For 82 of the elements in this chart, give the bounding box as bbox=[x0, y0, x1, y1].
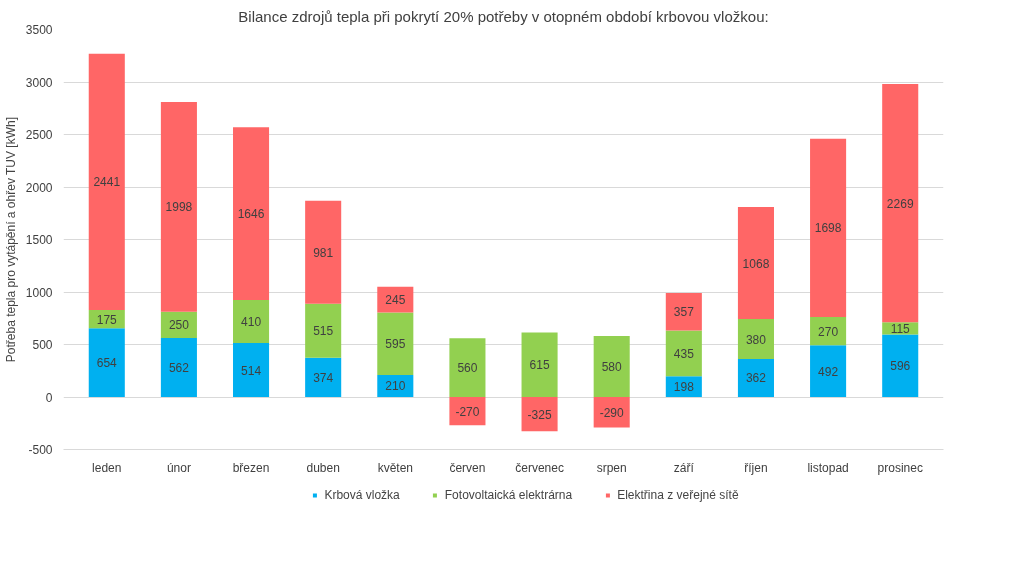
y-tick-label: 500 bbox=[32, 338, 53, 352]
data-label: 115 bbox=[890, 321, 911, 336]
data-label: 270 bbox=[818, 324, 839, 339]
y-axis-title: Potřeba tepla pro vytápění a ohřev TUV [kWh] bbox=[3, 116, 18, 363]
y-tick-label: -500 bbox=[28, 443, 53, 457]
bar bbox=[233, 343, 270, 397]
data-label: 654 bbox=[96, 356, 118, 371]
data-label: 210 bbox=[385, 379, 406, 394]
data-label: 245 bbox=[385, 293, 406, 308]
data-label: -270 bbox=[455, 404, 480, 419]
x-tick-label: srpen bbox=[596, 460, 627, 475]
data-label: 562 bbox=[168, 360, 190, 375]
bar bbox=[810, 345, 847, 397]
data-label: 615 bbox=[529, 358, 550, 373]
data-label: 357 bbox=[673, 305, 695, 320]
bar bbox=[882, 334, 919, 397]
legend-label: Krbová vložka bbox=[324, 488, 400, 502]
bar bbox=[233, 299, 270, 344]
y-tick-label: 3500 bbox=[25, 23, 53, 37]
x-tick-label: červen bbox=[449, 460, 486, 475]
x-tick-label: prosinec bbox=[877, 460, 923, 475]
legend-label: Elektřina z veřejné sítě bbox=[617, 488, 739, 502]
bar bbox=[737, 319, 774, 359]
x-tick-label: květen bbox=[377, 460, 413, 475]
data-label: 596 bbox=[890, 359, 911, 374]
bar bbox=[521, 332, 558, 397]
bar bbox=[305, 200, 342, 304]
bar bbox=[305, 357, 342, 397]
legend-label: Fotovoltaická elektrárna bbox=[444, 488, 573, 502]
bar bbox=[88, 328, 125, 397]
bar bbox=[160, 337, 197, 397]
x-tick-label: leden bbox=[92, 460, 122, 475]
data-label: 1646 bbox=[237, 207, 265, 222]
bar bbox=[737, 206, 774, 320]
x-tick-label: březen bbox=[232, 460, 270, 475]
y-tick-label: 3000 bbox=[25, 75, 53, 90]
x-tick-label: červenec bbox=[515, 460, 564, 475]
x-tick-label: říjen bbox=[744, 460, 768, 475]
data-label: 560 bbox=[457, 361, 478, 376]
data-label: 595 bbox=[385, 337, 406, 352]
x-tick-label: duben bbox=[306, 460, 340, 475]
data-label: 1998 bbox=[165, 200, 193, 215]
y-tick-label: 1000 bbox=[25, 285, 53, 300]
bar bbox=[665, 330, 702, 377]
bar bbox=[665, 293, 702, 331]
data-label: 515 bbox=[313, 324, 334, 339]
data-label: 2269 bbox=[886, 196, 914, 211]
data-label: 175 bbox=[96, 312, 118, 327]
y-tick-label: 0 bbox=[45, 390, 53, 405]
data-label: -290 bbox=[599, 405, 625, 420]
data-label: 374 bbox=[313, 370, 334, 385]
y-tick-label: 1500 bbox=[25, 233, 53, 247]
data-label: 410 bbox=[241, 315, 262, 330]
bar bbox=[377, 312, 414, 375]
bar bbox=[810, 138, 847, 317]
data-label: 580 bbox=[601, 360, 623, 375]
data-label: 198 bbox=[673, 380, 695, 395]
data-label: 435 bbox=[673, 346, 695, 361]
y-tick-label: 2000 bbox=[25, 180, 53, 195]
y-tick-label: 2500 bbox=[25, 128, 53, 142]
x-tick-label: únor bbox=[166, 460, 191, 475]
data-label: 514 bbox=[241, 363, 262, 378]
bar bbox=[449, 338, 486, 397]
chart-title: Bilance zdrojů tepla při pokrytí 20% potřeby v otopném období krbovou vložkou: bbox=[238, 7, 769, 25]
bar bbox=[593, 336, 630, 397]
data-label: 1068 bbox=[742, 256, 770, 271]
bar bbox=[737, 358, 774, 397]
data-label: 250 bbox=[168, 318, 190, 333]
bar bbox=[233, 127, 270, 300]
x-tick-label: září bbox=[673, 460, 695, 475]
data-label: 1698 bbox=[814, 221, 842, 236]
data-label: 981 bbox=[313, 245, 334, 260]
data-label: 492 bbox=[818, 364, 839, 379]
bar bbox=[88, 53, 125, 310]
data-label: -325 bbox=[527, 407, 552, 422]
bar bbox=[305, 303, 342, 358]
bar bbox=[882, 84, 919, 323]
data-label: 380 bbox=[745, 332, 767, 347]
bar bbox=[160, 101, 197, 312]
data-label: 2441 bbox=[93, 175, 121, 190]
x-tick-label: listopad bbox=[807, 460, 849, 475]
data-label: 362 bbox=[745, 371, 767, 386]
